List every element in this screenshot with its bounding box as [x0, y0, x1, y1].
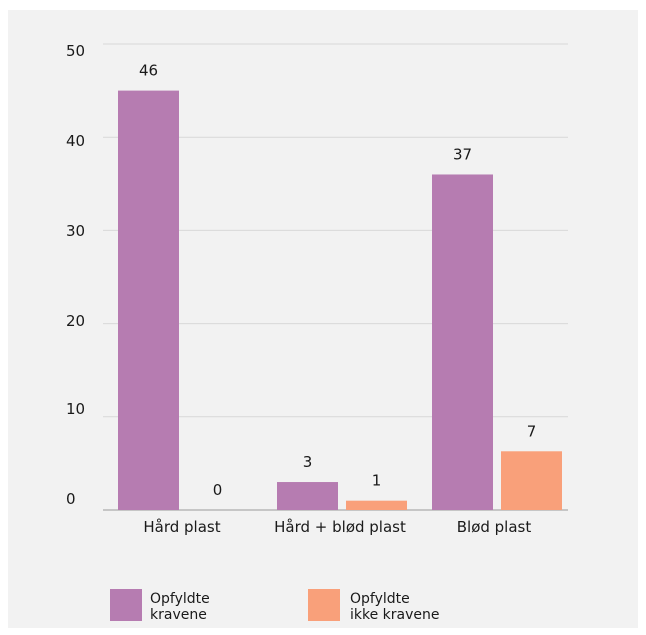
data-label: 1	[372, 472, 382, 490]
legend-label: Opfyldte ikke kravene	[350, 591, 440, 623]
bar-ikke-opfyldte	[346, 500, 407, 510]
data-label: 46	[139, 62, 158, 80]
data-label: 37	[453, 145, 472, 163]
bar-opfyldte	[277, 482, 338, 510]
x-category-label: Hård plast	[143, 518, 220, 536]
y-tick-label: 30	[66, 222, 85, 240]
bar-opfyldte	[432, 174, 493, 511]
y-tick-label: 50	[66, 42, 85, 60]
data-label: 3	[303, 453, 313, 471]
x-category-label: Hård + blød plast	[274, 518, 406, 536]
bar-ikke-opfyldte	[501, 451, 562, 510]
legend-label: Opfyldte kravene	[150, 591, 210, 623]
data-label: 0	[213, 481, 223, 499]
y-tick-label: 0	[66, 490, 76, 508]
data-label: 7	[527, 422, 537, 440]
y-tick-label: 20	[66, 312, 85, 330]
legend-swatch	[308, 589, 340, 621]
x-category-label: Blød plast	[457, 518, 532, 536]
bar-opfyldte	[118, 90, 179, 510]
legend-swatch	[110, 589, 142, 621]
y-tick-label: 10	[66, 400, 85, 418]
chart-panel	[8, 10, 638, 628]
y-tick-label: 40	[66, 132, 85, 150]
